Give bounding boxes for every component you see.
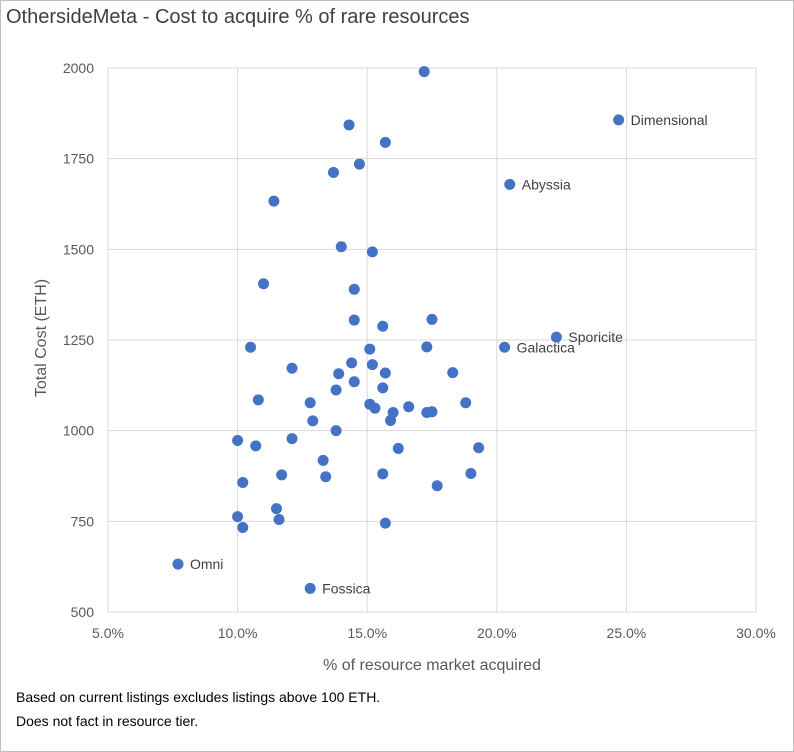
data-point — [403, 401, 415, 413]
data-point — [276, 469, 288, 481]
footnote-2: Does not fact in resource tier. — [16, 713, 199, 729]
data-point — [330, 384, 342, 396]
data-point — [252, 394, 264, 406]
data-point — [333, 368, 345, 380]
y-tick-label: 1500 — [63, 241, 94, 257]
data-point — [307, 415, 319, 427]
data-point — [286, 433, 298, 445]
data-point — [273, 514, 285, 526]
data-point — [232, 434, 244, 446]
data-point — [465, 467, 477, 479]
y-tick-label: 750 — [71, 513, 95, 529]
data-point — [504, 178, 516, 190]
data-point — [320, 471, 332, 483]
y-tick-label: 2000 — [63, 60, 94, 76]
data-point — [348, 376, 360, 388]
data-point — [460, 397, 472, 409]
x-axis-title: % of resource market acquired — [323, 657, 541, 674]
data-point — [245, 341, 257, 353]
data-point — [330, 425, 342, 437]
data-point — [426, 313, 438, 325]
y-tick-label: 1250 — [63, 332, 94, 348]
data-point — [250, 440, 262, 452]
data-point — [377, 382, 389, 394]
x-tick-label: 10.0% — [218, 625, 258, 641]
data-point — [268, 195, 280, 207]
grid-lines — [107, 67, 757, 613]
x-tick-label: 15.0% — [347, 625, 387, 641]
data-point — [270, 503, 282, 515]
axis-ticks: 5.0% 10.0% 15.0% 20.0% 25.0% 30.0% 500 750 1000 1… — [63, 60, 776, 641]
footnote-1: Based on current listings excludes listi… — [16, 689, 381, 705]
data-point — [353, 158, 365, 170]
data-point — [499, 341, 511, 353]
data-points — [172, 66, 625, 594]
data-point — [348, 314, 360, 326]
data-point-label: Omni — [190, 556, 223, 572]
data-point-label: Dimensional — [631, 112, 708, 128]
data-point — [369, 402, 381, 414]
data-point — [317, 454, 329, 466]
data-point — [392, 442, 404, 454]
data-point — [258, 278, 270, 290]
data-point — [346, 357, 358, 369]
data-point — [348, 283, 360, 295]
data-point — [366, 246, 378, 258]
data-point-label: Galactica — [517, 339, 576, 355]
data-point — [613, 114, 625, 126]
data-point — [418, 66, 430, 78]
data-point — [366, 359, 378, 371]
data-point — [335, 241, 347, 253]
data-point — [379, 136, 391, 148]
data-point — [431, 480, 443, 492]
data-point — [473, 442, 485, 454]
data-point — [286, 362, 298, 374]
data-point — [377, 320, 389, 332]
data-point — [550, 331, 562, 343]
chart-title: OthersideMeta - Cost to acquire % of rar… — [6, 6, 470, 28]
data-point — [364, 343, 376, 355]
data-point-label: Sporicite — [568, 329, 623, 345]
data-point — [237, 477, 249, 489]
data-point — [172, 558, 184, 570]
y-tick-label: 1750 — [63, 151, 94, 167]
data-point — [328, 166, 340, 178]
data-point — [379, 517, 391, 529]
x-tick-label: 5.0% — [92, 625, 124, 641]
data-point-label: Fossica — [322, 580, 370, 596]
y-tick-label: 1000 — [63, 423, 94, 439]
data-point — [421, 341, 433, 353]
x-tick-label: 20.0% — [477, 625, 517, 641]
data-point — [377, 468, 389, 480]
data-point — [385, 415, 397, 427]
x-tick-label: 25.0% — [607, 625, 647, 641]
data-point — [232, 511, 244, 523]
y-tick-label: 500 — [71, 604, 95, 620]
data-point — [237, 521, 249, 533]
data-point — [304, 397, 316, 409]
data-point — [343, 119, 355, 131]
data-point-label: Abyssia — [522, 176, 571, 192]
x-tick-label: 30.0% — [736, 625, 776, 641]
data-point — [447, 367, 459, 379]
data-point — [426, 406, 438, 418]
y-axis-title: Total Cost (ETH) — [33, 279, 50, 397]
data-point — [379, 367, 391, 379]
data-point — [304, 582, 316, 594]
